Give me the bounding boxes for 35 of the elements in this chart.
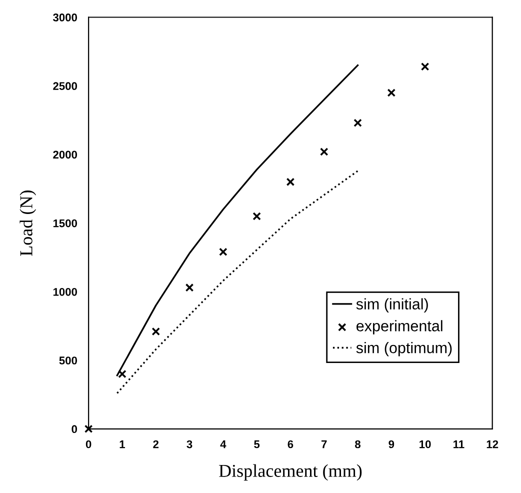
point	[286, 178, 295, 186]
y-tick-label: 3000	[53, 14, 78, 22]
y-tick-label: 1500	[53, 219, 78, 228]
point	[420, 62, 430, 71]
point	[320, 148, 328, 156]
x-tick-label: 8	[355, 440, 360, 448]
x-tick-label: 10	[420, 440, 431, 448]
x-tick-label: 4	[220, 440, 226, 448]
point	[152, 327, 160, 336]
x-tick-label: 5	[254, 440, 260, 448]
point	[354, 118, 362, 128]
point	[219, 248, 228, 256]
x-tick-label: 3	[186, 440, 192, 448]
point	[387, 88, 396, 97]
y-tick-label: 2500	[53, 82, 78, 90]
y-tick-label: 0	[72, 425, 78, 434]
y-tick-label: 2000	[53, 150, 78, 159]
x-tick-label: 9	[388, 440, 394, 448]
y-tick-label: 1000	[53, 288, 78, 296]
legend-label: sim (optimum)	[356, 342, 452, 356]
x-tick-label: 7	[321, 440, 327, 448]
y-tick-label: 500	[59, 356, 78, 364]
point	[84, 424, 93, 434]
x-tick-label: 0	[86, 440, 92, 448]
legend-label: sim (initial)	[356, 298, 428, 312]
legend-label: experimental	[356, 320, 442, 334]
x-axis-title: Displacement (mm)	[219, 464, 362, 481]
point	[185, 283, 194, 292]
x-tick-label: 1	[120, 440, 125, 448]
x-tick-label: 6	[288, 440, 294, 448]
x-tick-label: 11	[454, 440, 464, 448]
x-tick-label: 12	[486, 440, 498, 448]
x-tick-label: 2	[153, 440, 159, 448]
point	[252, 212, 261, 220]
y-axis-title: Load (N)	[20, 190, 36, 256]
